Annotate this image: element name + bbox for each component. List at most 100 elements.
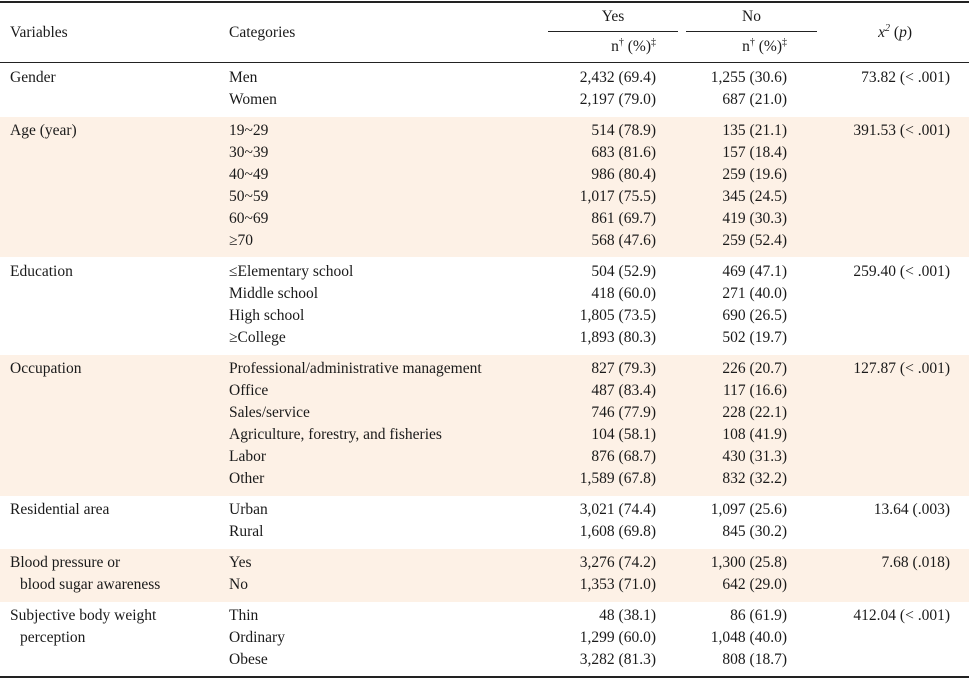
yes-count: 1,589 (67.8) (579, 470, 656, 487)
no-count: 117 (16.6) (723, 382, 787, 399)
category-label: 30~39 (229, 144, 269, 161)
category-label: Office (229, 382, 269, 399)
header-yes-sub: n† (%)‡ (611, 37, 656, 56)
no-count: 259 (52.4) (722, 232, 787, 249)
category-label: High school (229, 307, 305, 324)
category-label: Sales/service (229, 404, 310, 421)
group-band (0, 355, 969, 496)
no-count: 419 (30.3) (722, 210, 787, 227)
variable-label: Education (10, 263, 73, 280)
yes-count: 2,197 (79.0) (579, 91, 656, 108)
yes-count: 104 (58.1) (591, 426, 656, 443)
category-label: 50~59 (229, 188, 269, 205)
yes-count: 504 (52.9) (591, 263, 656, 280)
yes-count: 48 (38.1) (599, 607, 656, 624)
category-label: Ordinary (229, 629, 285, 646)
no-count: 832 (32.2) (722, 470, 787, 487)
no-count: 502 (19.7) (722, 329, 787, 346)
header-yes: Yes (601, 8, 625, 25)
group-band (0, 549, 969, 602)
no-count: 135 (21.1) (722, 122, 787, 139)
no-count: 1,048 (40.0) (710, 629, 787, 646)
yes-count: 746 (77.9) (591, 404, 656, 421)
chi-square-value: 13.64 (.003) (873, 501, 950, 518)
no-count: 345 (24.5) (722, 188, 787, 205)
no-count: 642 (29.0) (722, 576, 787, 593)
header-rule (0, 62, 969, 63)
category-label: Urban (229, 501, 268, 518)
top-rule (0, 1, 969, 3)
no-count: 259 (19.6) (722, 166, 787, 183)
yes-count: 1,608 (69.8) (579, 523, 656, 540)
yes-count: 1,805 (73.5) (579, 307, 656, 324)
yes-count: 3,282 (81.3) (579, 651, 656, 668)
chi-square-value: 127.87 (< .001) (853, 360, 950, 377)
variable-label: blood sugar awareness (20, 576, 161, 593)
header-categories: Categories (229, 24, 296, 41)
yes-count: 1,299 (60.0) (579, 629, 656, 646)
yes-count: 487 (83.4) (591, 382, 656, 399)
yes-count: 861 (69.7) (591, 210, 656, 227)
category-label: 60~69 (229, 210, 269, 227)
yes-count: 568 (47.6) (591, 232, 656, 249)
category-label: 40~49 (229, 166, 269, 183)
header-variables: Variables (10, 24, 68, 41)
no-count: 430 (31.3) (722, 448, 787, 465)
header-chi: x2 (p) (878, 23, 912, 42)
category-label: No (229, 576, 248, 593)
category-label: Obese (229, 651, 268, 668)
yes-count: 876 (68.7) (591, 448, 656, 465)
chi-square-value: 391.53 (< .001) (853, 122, 950, 139)
category-label: Rural (229, 523, 264, 540)
header-no: No (742, 8, 761, 25)
no-count: 86 (61.9) (730, 607, 787, 624)
category-label: Women (229, 91, 277, 108)
no-count: 469 (47.1) (722, 263, 787, 280)
no-count: 228 (22.1) (722, 404, 787, 421)
bottom-rule (0, 676, 969, 678)
category-label: Labor (229, 448, 267, 465)
chi-square-value: 7.68 (.018) (881, 554, 950, 571)
category-label: Men (229, 69, 258, 86)
header-yes-underline (548, 31, 678, 32)
category-label: ≥70 (229, 232, 254, 249)
no-count: 226 (20.7) (722, 360, 787, 377)
category-label: Other (229, 470, 265, 487)
no-count: 1,097 (25.6) (710, 501, 787, 518)
no-count: 157 (18.4) (722, 144, 787, 161)
yes-count: 683 (81.6) (591, 144, 656, 161)
no-count: 108 (41.9) (722, 426, 787, 443)
category-label: Thin (229, 607, 259, 624)
yes-count: 3,276 (74.2) (579, 554, 656, 571)
category-label: Professional/administrative management (229, 360, 482, 377)
header-no-underline (686, 31, 817, 32)
yes-count: 418 (60.0) (591, 285, 656, 302)
no-count: 271 (40.0) (722, 285, 787, 302)
yes-count: 1,353 (71.0) (579, 576, 656, 593)
category-label: ≤Elementary school (229, 263, 354, 280)
variable-label: Subjective body weight (10, 607, 157, 624)
yes-count: 2,432 (69.4) (579, 69, 656, 86)
no-count: 690 (26.5) (722, 307, 787, 324)
no-count: 808 (18.7) (722, 651, 787, 668)
variable-label: Age (year) (10, 122, 77, 139)
chi-square-value: 412.04 (< .001) (853, 607, 950, 624)
variable-label: perception (20, 629, 86, 646)
category-label: Agriculture, forestry, and fisheries (229, 426, 442, 443)
yes-count: 1,893 (80.3) (579, 329, 656, 346)
yes-count: 827 (79.3) (591, 360, 656, 377)
chi-square-value: 259.40 (< .001) (853, 263, 950, 280)
variable-label: Occupation (10, 360, 82, 377)
yes-count: 3,021 (74.4) (579, 501, 656, 518)
group-band (0, 117, 969, 257)
no-count: 1,255 (30.6) (710, 69, 787, 86)
category-label: ≥College (229, 329, 286, 346)
no-count: 687 (21.0) (722, 91, 787, 108)
yes-count: 986 (80.4) (591, 166, 656, 183)
category-label: Middle school (229, 285, 319, 302)
category-label: Yes (229, 554, 252, 571)
header-no-sub: n† (%)‡ (742, 37, 787, 56)
variable-label: Blood pressure or (10, 554, 121, 571)
no-count: 1,300 (25.8) (710, 554, 787, 571)
